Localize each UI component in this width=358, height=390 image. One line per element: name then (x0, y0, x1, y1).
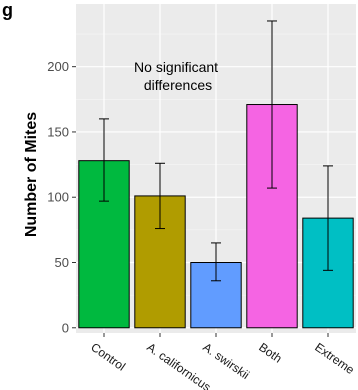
y-tick-label: 200 (47, 59, 69, 74)
x-tick-label: Control (88, 340, 128, 374)
y-tick-label: 150 (47, 124, 69, 139)
x-tick-label: Extreme (312, 340, 357, 377)
error-bars (99, 20, 333, 282)
y-axis-title: Number of Mites (23, 112, 40, 237)
bars (78, 104, 354, 329)
x-tick-label: Both (256, 340, 284, 366)
annotation-line-1: No significant (134, 59, 218, 75)
y-tick-label: 0 (62, 320, 69, 335)
annotation-line-2: differences (144, 77, 212, 93)
annotation-text: No significant differences (134, 59, 222, 93)
panel-letter-group: g (2, 0, 13, 20)
y-tick-label: 100 (47, 190, 69, 205)
y-axis: 0 50 100 150 200 (47, 59, 76, 335)
x-tick-label: A. swirskii (200, 340, 252, 382)
y-tick-label: 50 (55, 255, 69, 270)
panel-letter: g (2, 0, 13, 20)
